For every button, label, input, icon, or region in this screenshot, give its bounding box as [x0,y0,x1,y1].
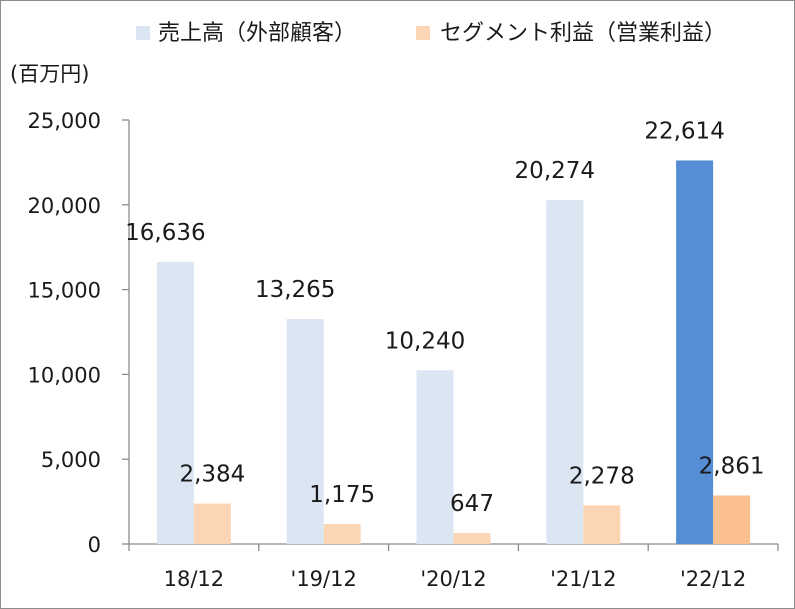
x-category-label: '20/12 [420,567,486,591]
value-label-segment-profit: 1,175 [309,482,375,508]
y-tick-label: 0 [88,533,101,557]
bar-sales [156,261,194,544]
legend-label-segment-profit: セグメント利益（営業利益） [440,21,726,46]
y-tick-label: 5,000 [41,448,101,472]
value-label-sales: 22,614 [644,118,724,144]
y-tick-label: 15,000 [28,279,101,303]
legend-swatch-sales [136,26,150,40]
y-tick-label: 20,000 [28,194,101,218]
bar-sales [416,370,454,544]
y-axis: 0 5,000 10,000 15,000 20,000 25,000 [28,109,130,557]
bar-sales [546,200,584,544]
bars [156,160,751,544]
legend-label-sales: 売上高（外部顧客） [158,21,356,46]
value-label-segment-profit: 647 [450,491,494,517]
value-labels: 16,636 2,384 13,265 1,175 10,240 647 20,274 2,2… [125,118,764,517]
value-label-sales: 13,265 [255,277,335,303]
legend-swatch-segment-profit [416,26,430,40]
y-axis-unit-label: (百万円) [10,62,89,86]
legend: 売上高（外部顧客） セグメント利益（営業利益） [136,21,726,46]
bar-sales [676,160,714,544]
value-label-sales: 10,240 [385,328,465,354]
bar-sales [286,319,324,544]
y-tick-label: 10,000 [28,363,101,387]
value-label-segment-profit: 2,384 [179,462,245,488]
value-label-segment-profit: 2,861 [699,453,765,479]
x-category-label: '21/12 [550,567,616,591]
x-category-label: '22/12 [680,567,746,591]
y-tick-label: 25,000 [28,109,101,133]
x-category-label: 18/12 [164,567,225,591]
bar-segment-profit [713,495,751,544]
bar-segment-profit [323,524,361,544]
bar-segment-profit [453,533,491,544]
bar-segment-profit [583,505,621,544]
bar-segment-profit [193,503,231,544]
x-axis: 18/12 '19/12 '20/12 '21/12 '22/12 [128,543,779,591]
value-label-sales: 16,636 [125,220,205,246]
value-label-segment-profit: 2,278 [569,463,635,489]
x-category-label: '19/12 [291,567,357,591]
value-label-sales: 20,274 [515,158,595,184]
